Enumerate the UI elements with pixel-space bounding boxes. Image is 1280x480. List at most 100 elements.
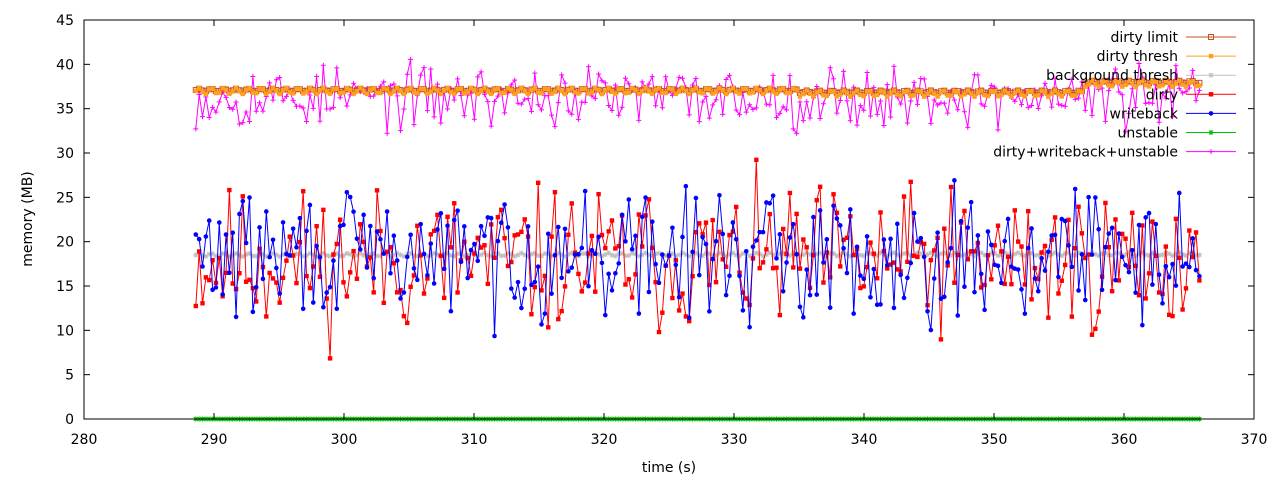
dirty-thresh-point	[720, 88, 725, 93]
dirty-point	[354, 276, 360, 281]
writeback-point	[267, 254, 272, 260]
dirty-thresh-point	[1109, 83, 1115, 89]
writeback-point	[280, 220, 286, 225]
dirty-point	[817, 184, 823, 189]
background-thresh-point	[226, 253, 232, 259]
background-thresh-point	[1076, 250, 1082, 256]
writeback-point	[589, 247, 595, 253]
background-thresh-point	[972, 253, 978, 259]
dirty-point	[777, 312, 783, 318]
dirty-point	[408, 284, 413, 289]
writeback-point	[576, 252, 581, 257]
dirty-point	[915, 254, 920, 260]
writeback-point	[811, 214, 816, 220]
background-thresh-point	[636, 253, 642, 259]
background-thresh-point	[1106, 252, 1112, 258]
dirty-writeback-unstable-point	[223, 94, 229, 100]
dirty-thresh-point	[364, 91, 370, 97]
dirty-thresh-point	[1116, 79, 1122, 85]
dirty-thresh-point	[935, 94, 940, 99]
dirty-writeback-unstable-point	[240, 120, 246, 126]
dirty-point	[952, 280, 957, 285]
dirty-writeback-unstable-point	[931, 97, 937, 103]
dirty-point	[529, 312, 534, 317]
dirty-thresh-point	[727, 88, 732, 93]
background-thresh-point	[834, 253, 840, 259]
writeback-point	[623, 239, 628, 244]
dirty-thresh-point	[1130, 81, 1135, 86]
background-thresh-point	[582, 251, 588, 257]
background-thresh-point	[277, 253, 283, 259]
dirty-writeback-unstable-point	[898, 101, 904, 107]
dirty-thresh-point	[955, 89, 960, 95]
background-thresh-point	[532, 250, 538, 256]
writeback-point	[300, 306, 306, 312]
writeback-point	[314, 243, 319, 249]
writeback-point	[908, 260, 914, 266]
writeback-point	[1082, 297, 1088, 303]
dirty-thresh-point	[811, 94, 816, 99]
dirty-writeback-unstable-point	[844, 98, 850, 104]
dirty-thresh-point	[999, 92, 1004, 98]
background-thresh-point	[629, 250, 635, 256]
dirty-writeback-unstable-point	[639, 79, 645, 85]
dirty-writeback-unstable-point	[253, 108, 259, 114]
background-thresh-point	[230, 252, 236, 258]
writeback-point	[942, 294, 947, 300]
dirty-thresh-point	[737, 91, 742, 96]
dirty-thresh-point	[405, 87, 410, 93]
legend-label-dirty-writeback-unstable: dirty+writeback+unstable	[993, 145, 1178, 161]
background-thresh-point	[220, 251, 226, 257]
writeback-point	[858, 273, 863, 278]
dirty-writeback-unstable-point	[236, 121, 242, 127]
dirty-point	[901, 194, 907, 199]
dirty-writeback-unstable-point	[475, 74, 481, 80]
writeback-point	[1176, 190, 1182, 196]
background-thresh-point	[327, 253, 333, 259]
writeback-point	[619, 212, 625, 218]
dirty-thresh-point	[666, 86, 672, 91]
writeback-point	[928, 327, 934, 333]
dirty-point	[1163, 244, 1169, 249]
dirty-point	[257, 246, 262, 251]
dirty-point	[955, 252, 960, 258]
background-thresh-point	[787, 252, 793, 258]
dirty-thresh-point	[619, 86, 625, 91]
dirty-thresh-point	[1029, 89, 1034, 94]
dirty-writeback-unstable-point	[609, 107, 615, 113]
dirty-thresh-point	[854, 88, 860, 93]
writeback-point	[911, 210, 917, 216]
writeback-point	[690, 249, 695, 255]
dirty-thresh-point	[774, 91, 779, 97]
writeback-point	[1019, 287, 1024, 292]
x-tick-label: 340	[851, 432, 878, 448]
writeback-point	[498, 220, 504, 226]
dirty-thresh-point	[220, 86, 225, 91]
dirty-point	[982, 282, 987, 288]
dirty-point	[1140, 223, 1145, 228]
writeback-point	[549, 291, 554, 296]
dirty-thresh-point	[535, 90, 541, 95]
dirty-writeback-unstable-point	[649, 74, 655, 80]
dirty-point	[200, 301, 205, 306]
writeback-point	[347, 194, 353, 200]
background-thresh-point	[1196, 252, 1202, 258]
legend-dirty-writeback-unstable-point	[1208, 149, 1214, 155]
writeback-point	[354, 236, 360, 241]
dirty-point	[764, 247, 769, 252]
dirty-writeback-unstable-point	[193, 126, 199, 132]
dirty-writeback-unstable-point	[351, 80, 357, 86]
dirty-point	[522, 217, 527, 222]
writeback-point	[331, 258, 336, 263]
dirty-thresh-point	[710, 91, 715, 96]
dirty-writeback-unstable-point	[518, 101, 524, 107]
dirty-point	[509, 259, 514, 265]
writeback-point	[233, 314, 239, 320]
writeback-point	[559, 275, 564, 281]
dirty-thresh-point	[546, 87, 551, 92]
dirty-point	[1005, 254, 1011, 259]
writeback-point	[361, 212, 366, 218]
dirty-writeback-unstable-point	[626, 81, 632, 87]
dirty-writeback-unstable-point	[1012, 98, 1018, 104]
writeback-point	[1183, 261, 1189, 266]
